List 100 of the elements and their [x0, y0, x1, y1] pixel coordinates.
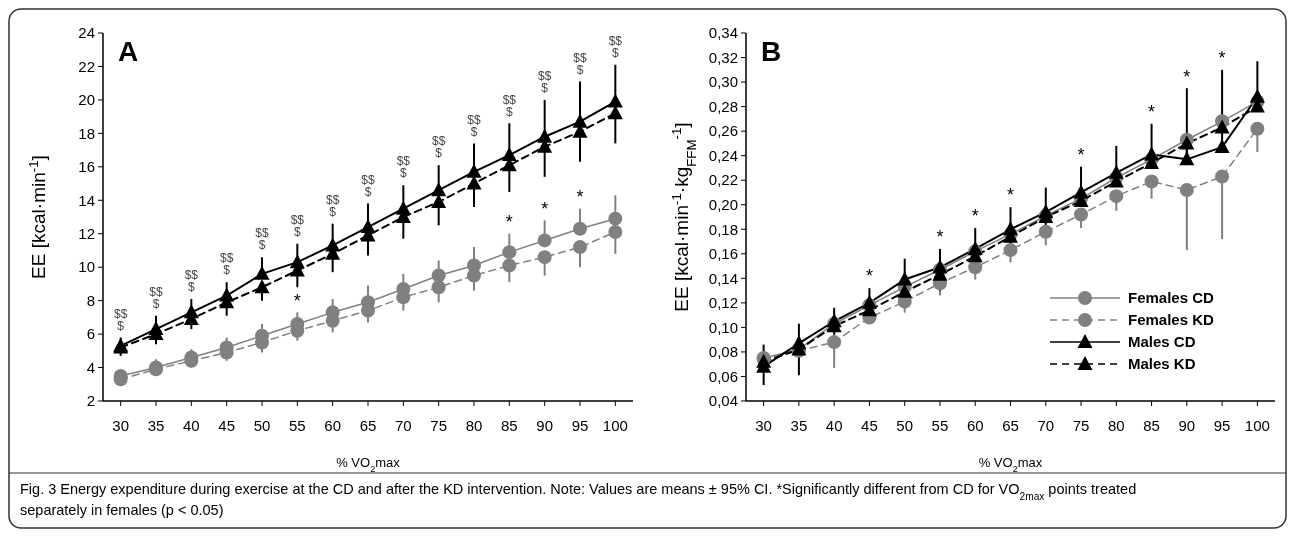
- y-tick-label: 12: [78, 224, 95, 242]
- x-tick-label: 95: [1213, 417, 1231, 434]
- y-tick-label: 20: [78, 91, 95, 109]
- y-tick-label: 0,12: [708, 294, 738, 312]
- y-tick-label: 0,30: [708, 73, 738, 91]
- x-axis-title: % VO$_{2}$max: [978, 455, 1043, 474]
- x-tick-label: 95: [571, 417, 589, 434]
- annotation: $$: [537, 69, 552, 84]
- x-tick-label: 55: [931, 417, 949, 434]
- x-tick-label: 75: [430, 417, 448, 434]
- y-tick-label: 4: [86, 358, 95, 376]
- y-tick-label: 18: [78, 124, 95, 142]
- annotation: $$: [608, 33, 623, 48]
- x-tick-label: 80: [1107, 417, 1125, 434]
- y-tick-label: 14: [78, 191, 95, 209]
- annotation: $: [152, 296, 160, 311]
- x-tick-label: 70: [394, 417, 412, 434]
- y-tick-label: 0,18: [708, 220, 738, 238]
- y-tick-label: 0,16: [708, 245, 738, 263]
- x-tick-label: 30: [755, 417, 772, 434]
- x-tick-label: 60: [966, 417, 984, 434]
- x-tick-label: 65: [1002, 417, 1019, 434]
- annotation: *: [1006, 185, 1015, 206]
- y-tick-label: 0,32: [708, 48, 738, 66]
- x-tick-label: 85: [1143, 417, 1160, 434]
- annotation: $: [117, 318, 125, 333]
- x-tick-label: 45: [218, 417, 236, 434]
- annotation: $: [399, 166, 407, 181]
- y-tick-label: 2: [86, 392, 95, 410]
- x-tick-label: 90: [536, 417, 554, 434]
- chart-title: B: [761, 36, 782, 67]
- annotation: *: [1218, 48, 1226, 69]
- annotation: $: [223, 263, 231, 278]
- x-tick-label: 50: [253, 417, 271, 434]
- y-tick-label: 0,28: [708, 97, 738, 115]
- y-tick-label: 0,08: [708, 343, 738, 361]
- legend-label: Males KD: [1128, 355, 1196, 373]
- annotation: $: [576, 62, 584, 77]
- legend-label: Males CD: [1128, 333, 1196, 351]
- x-tick-label: 100: [1244, 417, 1270, 434]
- annotation: $: [329, 204, 337, 219]
- y-tick-label: 0,14: [708, 269, 738, 287]
- annotation: $$: [396, 154, 411, 169]
- x-tick-label: 35: [790, 417, 808, 434]
- y-tick-label: 0,22: [708, 171, 738, 189]
- annotation: $$: [573, 50, 587, 65]
- x-tick-label: 85: [500, 417, 518, 434]
- x-tick-label: 40: [825, 417, 843, 434]
- annotation: $$: [361, 172, 375, 187]
- y-tick-label: 24: [78, 24, 95, 42]
- y-tick-label: 0,24: [708, 146, 738, 164]
- annotation: *: [971, 206, 979, 227]
- y-tick-label: 22: [78, 57, 95, 75]
- annotation: $: [470, 124, 478, 139]
- x-tick-label: 30: [112, 417, 130, 434]
- x-tick-label: 35: [147, 417, 165, 434]
- annotation: $$: [219, 251, 234, 266]
- annotation: $: [435, 146, 443, 161]
- x-tick-label: 90: [1178, 417, 1196, 434]
- y-tick-label: 6: [86, 325, 95, 343]
- annotation: $: [258, 238, 266, 253]
- y-tick-label: 0,06: [708, 367, 738, 385]
- annotation: *: [541, 198, 549, 219]
- x-axis-title: % VO$_{2}$max: [336, 455, 401, 474]
- annotation: $$: [149, 284, 163, 299]
- x-tick-label: 80: [465, 417, 483, 434]
- text: Fig. 3 Energy expenditure during exercise at the CD and after the KD intervention. Note: Values are means ± 95% CI. *Significantly different from CD for VO$_{2max}$ points treated separately in females (p < 0.05): [20, 481, 1137, 518]
- legend-label: Females CD: [1128, 289, 1215, 307]
- annotation: $$: [113, 306, 128, 321]
- annotation: $: [541, 81, 549, 96]
- y-tick-label: 0,34: [708, 24, 738, 42]
- annotation: $: [187, 280, 195, 295]
- x-tick-label: 40: [182, 417, 200, 434]
- annotation: *: [936, 227, 944, 248]
- annotation: $: [293, 224, 301, 239]
- annotation: $$: [467, 112, 481, 127]
- y-tick-label: 0,10: [708, 318, 738, 336]
- annotation: $: [611, 45, 619, 60]
- y-tick-label: 0,20: [708, 195, 738, 213]
- annotation: $$: [431, 134, 446, 149]
- x-tick-label: 75: [1072, 417, 1090, 434]
- y-tick-label: 0,26: [708, 122, 738, 140]
- annotation: $$: [325, 192, 340, 207]
- annotation: *: [1077, 145, 1085, 166]
- y-tick-label: 16: [78, 158, 95, 176]
- annotation: *: [293, 290, 301, 311]
- x-tick-label: 50: [896, 417, 914, 434]
- y-tick-label: 8: [86, 291, 95, 309]
- annotation: $: [364, 184, 372, 199]
- legend-label: Females KD: [1128, 311, 1215, 329]
- annotation: $$: [184, 268, 199, 283]
- annotation: $: [505, 104, 513, 119]
- annotation: *: [505, 212, 513, 233]
- x-tick-label: 45: [861, 417, 878, 434]
- annotation: *: [1183, 66, 1191, 87]
- x-tick-label: 65: [359, 417, 377, 434]
- annotation: $$: [290, 212, 305, 227]
- chart-title: A: [118, 36, 139, 67]
- y-tick-label: 10: [78, 258, 95, 276]
- annotation: *: [576, 186, 584, 207]
